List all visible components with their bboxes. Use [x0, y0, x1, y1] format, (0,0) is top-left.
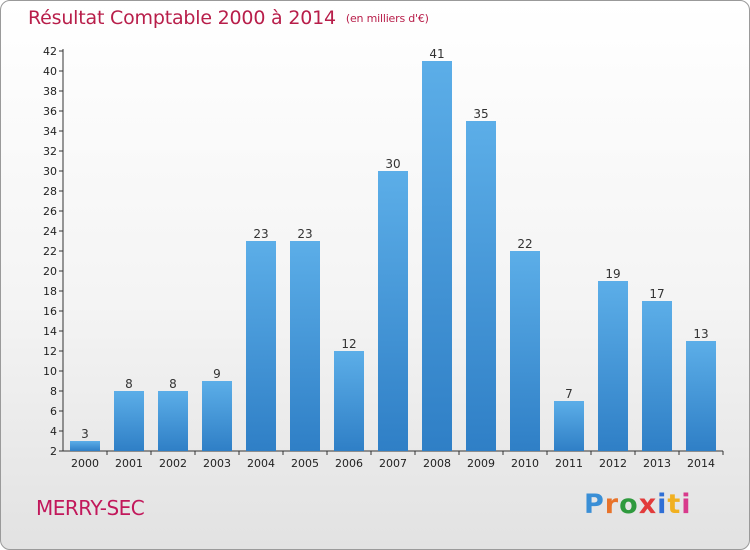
- y-tick-label: 36: [43, 105, 57, 118]
- chart-title-text: Résultat Comptable 2000 à 2014: [28, 7, 336, 29]
- y-tick-label: 20: [43, 265, 57, 278]
- bar: [422, 61, 452, 451]
- y-tick-label: 24: [43, 225, 57, 238]
- bar-value-label: 22: [517, 237, 532, 251]
- x-tick-label: 2014: [687, 457, 715, 470]
- proxiti-logo[interactable]: Proxiti: [584, 489, 692, 520]
- logo-letter: i: [657, 489, 668, 520]
- bar-value-label: 30: [385, 157, 400, 171]
- x-tick-label: 2010: [511, 457, 539, 470]
- bar-value-label: 8: [169, 377, 177, 391]
- bar: [334, 351, 364, 451]
- bar: [510, 251, 540, 451]
- bar-value-label: 3: [81, 427, 89, 441]
- x-tick-label: 2003: [203, 457, 231, 470]
- bar: [466, 121, 496, 451]
- y-tick-label: 22: [43, 245, 57, 258]
- y-tick-label: 26: [43, 205, 57, 218]
- chart-bars: [70, 61, 716, 451]
- x-tick-label: 2002: [159, 457, 187, 470]
- y-tick-label: 38: [43, 85, 57, 98]
- y-tick-label: 18: [43, 285, 57, 298]
- bar-value-label: 8: [125, 377, 133, 391]
- logo-letter: t: [667, 489, 682, 520]
- y-tick-label: 14: [43, 325, 57, 338]
- y-tick-label: 4: [50, 425, 57, 438]
- bar: [114, 391, 144, 451]
- logo-letter: P: [584, 489, 605, 520]
- bar: [686, 341, 716, 451]
- bar-value-label: 23: [297, 227, 312, 241]
- bar: [202, 381, 232, 451]
- x-tick-label: 2000: [71, 457, 99, 470]
- bar-value-label: 7: [565, 387, 573, 401]
- bar-value-label: 35: [473, 107, 488, 121]
- y-tick-label: 34: [43, 125, 57, 138]
- x-tick-label: 2005: [291, 457, 319, 470]
- bar-value-label: 23: [253, 227, 268, 241]
- y-tick-label: 42: [43, 45, 57, 58]
- y-tick-label: 16: [43, 305, 57, 318]
- y-tick-label: 40: [43, 65, 57, 78]
- chart-labels: 3 8 8 9 23 23 12 30 41 35 22 7 19 17 13: [81, 47, 708, 441]
- y-tick-label: 2: [50, 445, 57, 458]
- y-tick-label: 6: [50, 405, 57, 418]
- y-tick-label: 28: [43, 185, 57, 198]
- bar-value-label: 17: [649, 287, 664, 301]
- bar: [642, 301, 672, 451]
- bar: [378, 171, 408, 451]
- x-tick-label: 2012: [599, 457, 627, 470]
- bar: [290, 241, 320, 451]
- x-tick-label: 2001: [115, 457, 143, 470]
- y-tick-label: 32: [43, 145, 57, 158]
- y-tick-label: 10: [43, 365, 57, 378]
- y-tick-label: 30: [43, 165, 57, 178]
- bar: [70, 441, 100, 451]
- bar: [158, 391, 188, 451]
- x-tick-label: 2009: [467, 457, 495, 470]
- x-tick-label: 2013: [643, 457, 671, 470]
- logo-letter: x: [638, 489, 658, 520]
- bar: [246, 241, 276, 451]
- bar-value-label: 41: [429, 47, 444, 61]
- x-tick-label: 2007: [379, 457, 407, 470]
- bar: [554, 401, 584, 451]
- x-tick-label: 2011: [555, 457, 583, 470]
- bar-value-label: 9: [213, 367, 221, 381]
- y-tick-label: 8: [50, 385, 57, 398]
- y-tick-label: 12: [43, 345, 57, 358]
- town-name: MERRY-SEC: [36, 496, 145, 520]
- logo-letter: r: [604, 489, 620, 520]
- bar-value-label: 13: [693, 327, 708, 341]
- chart-unit: (en milliers d'€): [345, 12, 429, 25]
- bar: [598, 281, 628, 451]
- x-tick-label: 2004: [247, 457, 275, 470]
- x-tick-label: 2006: [335, 457, 363, 470]
- bar-value-label: 12: [341, 337, 356, 351]
- bar-value-label: 19: [605, 267, 620, 281]
- chart-title: Résultat Comptable 2000 à 2014 (en millie…: [28, 7, 429, 29]
- logo-letter: i: [681, 489, 692, 520]
- x-tick-label: 2008: [423, 457, 451, 470]
- logo-letter: o: [619, 489, 639, 520]
